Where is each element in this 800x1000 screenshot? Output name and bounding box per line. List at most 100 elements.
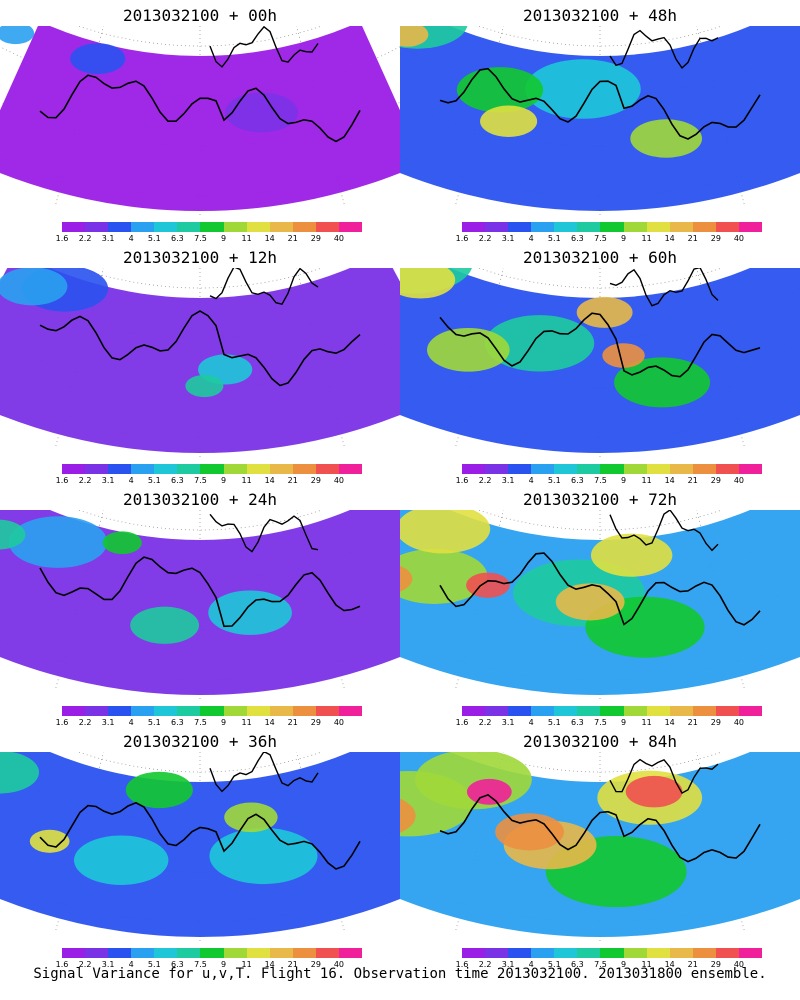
colorbar-labels: 1.6 2.2 3.1 4 5.1 6.3 7.5 9 11 14 21 29 40 [56,476,362,486]
colorbar-tick-label: 1.6 [55,234,69,243]
colorbar-swatch [315,464,339,474]
colorbar-tick-label: 11 [241,234,252,243]
colorbar-tick-label: 1.6 [455,476,469,485]
colorbar-swatch [269,706,293,716]
colorbar-tick-label: 6.3 [171,234,184,243]
colorbar [62,464,363,474]
colorbar-tick-label: 7.5 [194,476,207,485]
coastline [39,74,361,143]
contour-band [555,583,625,621]
coastline-arctic [209,268,319,306]
panel-title: 2013032100 + 60h [522,248,678,267]
panel-title: 2013032100 + 00h [122,6,278,25]
contour-band [466,572,510,598]
colorbar-tick-label: 5.1 [147,476,161,485]
colorbar-tick-label: 29 [710,960,721,969]
colorbar-tick-label: 9 [220,718,227,727]
colorbar-tick-label: 9 [620,234,627,243]
colorbar-tick-label: 29 [310,476,321,485]
colorbar-tick-label: 14 [664,718,675,727]
colorbar-tick-label: 4 [528,476,534,485]
colorbar-swatch [508,464,532,474]
contour-band [614,357,711,408]
colorbar-tick-label: 11 [641,476,652,485]
colorbar-tick-label: 4 [128,234,134,243]
colorbar-tick-label: 5.1 [547,476,561,485]
variance-field [400,26,800,211]
colorbar-tick-label: 1.6 [55,718,69,727]
colorbar-labels: 1.6 2.2 3.1 4 5.1 6.3 7.5 9 11 14 21 29 40 [56,960,362,970]
coastline [439,312,761,378]
contour-band [525,59,641,119]
colorbar-swatch [508,948,532,958]
contour-band [400,548,488,604]
colorbar-labels: 1.6 2.2 3.1 4 5.1 6.3 7.5 9 11 14 21 29 40 [456,960,762,970]
panel-title: 2013032100 + 72h [522,490,678,509]
contour-band [225,92,299,133]
colorbar-tick-label: 3.1 [501,718,515,727]
coastline [39,310,361,387]
colorbar [62,948,363,958]
colorbar-swatch [292,464,316,474]
colorbar-swatch [531,222,555,232]
colorbar-swatch [85,464,109,474]
contour-band [400,268,456,299]
colorbar-tick-label: 7.5 [594,960,607,969]
colorbar-tick-label: 5.1 [547,234,561,243]
colorbar-tick-label: 7.5 [594,234,607,243]
colorbar-tick-label: 40 [733,718,745,727]
colorbar-swatch [462,948,486,958]
colorbar-tick-label: 6.3 [171,476,184,485]
colorbar-swatch [223,464,247,474]
colorbar-tick-label: 11 [241,476,252,485]
colorbar-swatch [692,948,716,958]
colorbar-tick-label: 5.1 [547,718,561,727]
contour-band [0,26,35,45]
colorbar-tick-label: 11 [641,718,652,727]
colorbar-tick-label: 40 [333,960,345,969]
colorbar-tick-label: 21 [287,476,298,485]
colorbar-tick-label: 21 [687,476,698,485]
colorbar-swatch [715,706,739,716]
colorbar-tick-label: 1.6 [55,476,69,485]
colorbar-tick-label: 29 [310,718,321,727]
panel-title: 2013032100 + 24h [122,490,278,509]
colorbar-tick-label: 3.1 [101,476,115,485]
colorbar-tick-label: 4 [528,960,534,969]
colorbar-tick-label: 9 [620,718,627,727]
colorbar-swatch [62,222,86,232]
colorbar-swatch [462,222,486,232]
colorbar-swatch [646,948,670,958]
coastline-arctic [209,752,319,793]
colorbar-swatch [623,948,647,958]
colorbar-swatch [577,948,601,958]
map-panel: 2013032100 + 72h 1.6 2.2 3.1 4 5.1 6.3 7.5 9 11 14… [400,484,800,727]
colorbar-tick-label: 40 [333,234,345,243]
colorbar-swatch [692,222,716,232]
colorbar-tick-label: 3.1 [101,718,115,727]
contour-band [209,827,318,885]
variance-field [0,510,400,696]
colorbar [462,948,763,958]
colorbar-swatch [623,222,647,232]
colorbar-swatch [508,222,532,232]
colorbar-swatch [223,948,247,958]
contour-map [400,268,800,458]
contour-map [0,752,400,942]
colorbar-tick-label: 3.1 [501,476,515,485]
contour-band [400,26,429,47]
colorbar-swatch [600,464,624,474]
colorbar-tick-label: 14 [664,960,675,969]
colorbar-tick-label: 2.2 [78,234,92,243]
coastline-arctic [609,758,719,795]
colorbar-tick-label: 4 [128,718,134,727]
contour-band [400,510,491,554]
colorbar-tick-label: 9 [220,234,227,243]
contour-band [576,296,633,328]
colorbar-tick-label: 21 [287,960,298,969]
colorbar-swatch [108,222,132,232]
contour-band [625,775,683,808]
coastline [439,793,761,863]
colorbar-tick-label: 7.5 [594,718,607,727]
contour-band [495,813,565,851]
